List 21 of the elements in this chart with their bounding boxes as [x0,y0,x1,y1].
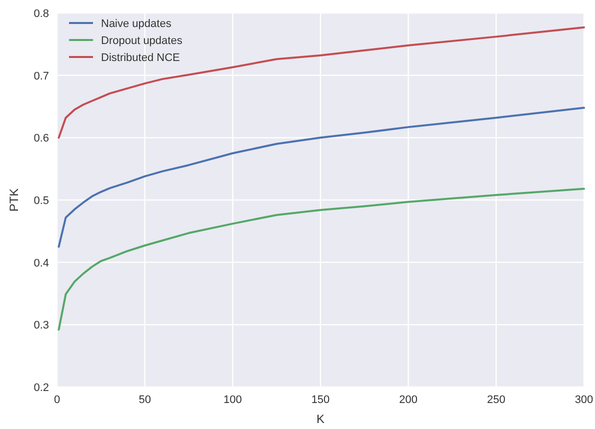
legend-label: Dropout updates [101,35,183,47]
x-tick-label: 250 [486,394,506,406]
line-series [58,188,585,331]
y-tick-label: 0.6 [34,132,49,145]
x-axis-title: K [316,412,325,426]
y-tick-label: 0.8 [34,8,49,20]
y-tick-label: 0.3 [34,320,49,332]
legend-label: Distributed NCE [101,52,180,64]
legend-label: Naive updates [101,18,172,30]
y-tick-label: 0.2 [34,382,49,394]
x-tick-label: 50 [138,394,151,406]
x-tick-label: 200 [399,394,418,406]
x-tick-label: 0 [54,394,60,406]
y-tick-label: 0.4 [34,257,49,270]
x-tick-label: 100 [223,394,242,406]
y-tick-label: 0.5 [34,195,49,207]
y-tick-label: 0.7 [34,70,49,82]
x-tick-label: 150 [311,394,330,406]
y-axis-title: PTK [7,188,21,212]
x-tick-label: 300 [574,394,594,406]
line-series [58,106,585,248]
